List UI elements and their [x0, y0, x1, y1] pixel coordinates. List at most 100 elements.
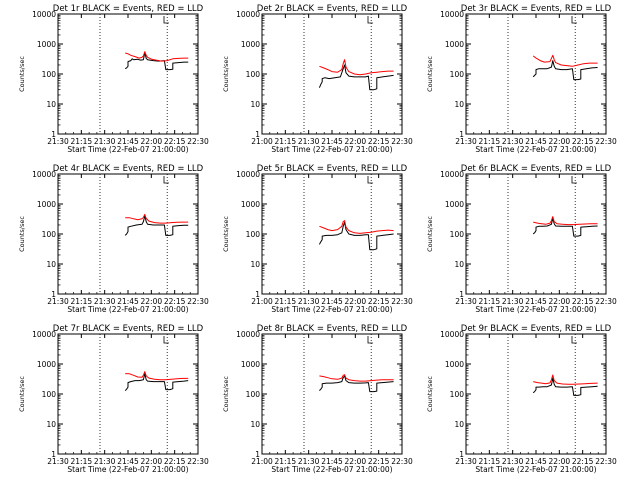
legend-marker — [163, 16, 169, 24]
plot-title: Det 7r BLACK = Events, RED = LLD — [53, 324, 204, 334]
x-tick-label: 21:30 — [455, 457, 477, 466]
plot-frame — [57, 333, 199, 455]
x-tick-label: 21:30 — [298, 297, 320, 306]
y-tick-label: 10000 — [440, 10, 464, 19]
legend-marker — [367, 176, 373, 184]
y-tick-label: 10 — [46, 420, 56, 429]
x-axis-label: Start Time (22-Feb-07 21:00:00) — [271, 465, 392, 474]
y-tick-label: 10000 — [440, 330, 464, 339]
x-tick-label: 22:30 — [391, 137, 413, 146]
detector-plot: Det 4r BLACK = Events, RED = LLD 1 10 100 10… — [18, 164, 209, 314]
y-axis-label: Counts/sec — [426, 56, 434, 92]
y-tick-label: 10000 — [32, 10, 56, 19]
x-tick-label: 22:15 — [164, 297, 186, 306]
legend-marker — [571, 16, 577, 24]
x-tick-label: 21:30 — [502, 137, 524, 146]
y-tick-label: 10000 — [32, 330, 56, 339]
y-tick-label: 10 — [46, 100, 56, 109]
x-tick-label: 21:15 — [479, 457, 501, 466]
x-tick-label: 21:30 — [94, 297, 116, 306]
plot-frame — [465, 333, 607, 455]
lld-series-line — [533, 374, 598, 385]
y-tick-label: 1000 — [37, 200, 56, 209]
x-tick-label: 22:30 — [391, 297, 413, 306]
detector-plot: Det 7r BLACK = Events, RED = LLD 1 10 100 10… — [18, 324, 209, 474]
x-tick-label: 22:30 — [187, 137, 209, 146]
y-tick-label: 1000 — [445, 200, 464, 209]
x-tick-label: 22:15 — [572, 457, 594, 466]
x-axis-label: Start Time (22-Feb-07 21:00:00) — [475, 145, 596, 154]
x-tick-label: 22:15 — [572, 297, 594, 306]
y-tick-label: 10 — [250, 260, 260, 269]
y-tick-label: 1 — [459, 450, 464, 459]
y-tick-label: 1 — [459, 130, 464, 139]
plot-title: Det 9r BLACK = Events, RED = LLD — [461, 324, 612, 334]
events-series-line — [532, 377, 598, 396]
x-axis-label: Start Time (22-Feb-07 21:00:00) — [475, 465, 596, 474]
x-tick-label: 21:30 — [47, 457, 69, 466]
x-tick-label: 22:15 — [572, 137, 594, 146]
y-axis-label: Counts/sec — [18, 56, 26, 92]
detector-plot: Det 1r BLACK = Events, RED = LLD 1 10 100 10… — [18, 4, 209, 154]
y-tick-label: 10 — [454, 100, 464, 109]
y-tick-label: 1 — [51, 290, 56, 299]
y-tick-label: 10 — [46, 260, 56, 269]
y-axis-label: Counts/sec — [426, 376, 434, 412]
legend-marker — [367, 336, 373, 344]
plot-title: Det 1r BLACK = Events, RED = LLD — [53, 4, 204, 14]
y-tick-label: 1 — [255, 450, 260, 459]
x-tick-label: 21:30 — [94, 137, 116, 146]
y-tick-label: 1 — [51, 130, 56, 139]
x-tick-label: 21:30 — [298, 137, 320, 146]
y-tick-label: 1 — [255, 290, 260, 299]
x-tick-label: 21:30 — [47, 137, 69, 146]
plot-frame — [465, 173, 607, 295]
detector-plot: Det 6r BLACK = Events, RED = LLD 1 10 100 10… — [426, 164, 617, 314]
events-series-line — [124, 215, 189, 236]
y-tick-label: 1000 — [241, 40, 260, 49]
plot-title: Det 2r BLACK = Events, RED = LLD — [257, 4, 408, 14]
x-tick-label: 22:30 — [595, 297, 617, 306]
x-tick-label: 22:30 — [595, 457, 617, 466]
y-tick-label: 1000 — [241, 200, 260, 209]
y-tick-label: 10 — [454, 260, 464, 269]
x-tick-label: 22:15 — [164, 137, 186, 146]
y-axis-label: Counts/sec — [222, 56, 230, 92]
y-tick-label: 100 — [450, 230, 465, 239]
lld-series-line — [532, 54, 598, 67]
x-tick-label: 21:15 — [275, 297, 297, 306]
y-axis-label: Counts/sec — [18, 216, 26, 252]
x-tick-label: 21:45 — [321, 137, 343, 146]
detector-plot: Det 2r BLACK = Events, RED = LLD 1 10 100 10… — [222, 4, 413, 154]
x-tick-label: 22:30 — [391, 457, 413, 466]
x-tick-label: 21:30 — [94, 457, 116, 466]
plot-title: Det 4r BLACK = Events, RED = LLD — [53, 164, 204, 174]
y-tick-label: 10000 — [32, 170, 56, 179]
y-axis-label: Counts/sec — [18, 376, 26, 412]
x-tick-label: 21:15 — [71, 457, 93, 466]
x-axis-label: Start Time (22-Feb-07 21:00:00) — [271, 305, 392, 314]
y-axis-label: Counts/sec — [426, 216, 434, 252]
x-axis-label: Start Time (22-Feb-07 21:00:00) — [67, 305, 188, 314]
plot-frame — [261, 13, 403, 135]
x-tick-label: 21:45 — [525, 457, 547, 466]
legend-marker — [367, 16, 373, 24]
x-axis-label: Start Time (22-Feb-07 21:00:00) — [475, 305, 596, 314]
y-tick-label: 1 — [51, 450, 56, 459]
y-tick-label: 10000 — [236, 170, 260, 179]
x-tick-label: 22:30 — [187, 297, 209, 306]
plot-frame — [57, 173, 199, 295]
x-tick-label: 22:00 — [141, 297, 163, 306]
x-tick-label: 21:30 — [502, 297, 524, 306]
y-tick-label: 100 — [246, 230, 261, 239]
x-tick-label: 21:45 — [525, 297, 547, 306]
lld-series-line — [533, 216, 598, 226]
x-axis-label: Start Time (22-Feb-07 21:00:00) — [271, 145, 392, 154]
detector-plot: Det 3r BLACK = Events, RED = LLD 1 10 100 10… — [426, 4, 617, 154]
legend-marker — [163, 336, 169, 344]
y-tick-label: 100 — [42, 230, 57, 239]
detector-plot: Det 5r BLACK = Events, RED = LLD 1 10 100 10… — [222, 164, 413, 314]
y-tick-label: 1000 — [241, 360, 260, 369]
lld-series-line — [319, 220, 394, 234]
